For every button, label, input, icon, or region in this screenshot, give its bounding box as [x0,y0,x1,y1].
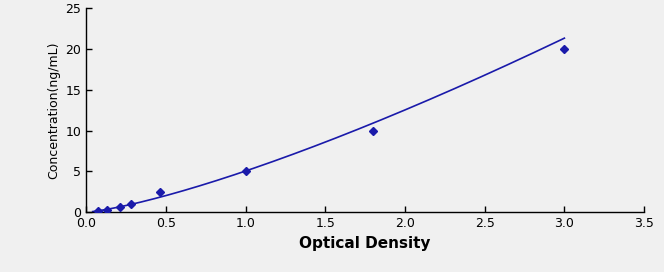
X-axis label: Optical Density: Optical Density [299,236,431,251]
Y-axis label: Concentration(ng/mL): Concentration(ng/mL) [47,41,60,179]
